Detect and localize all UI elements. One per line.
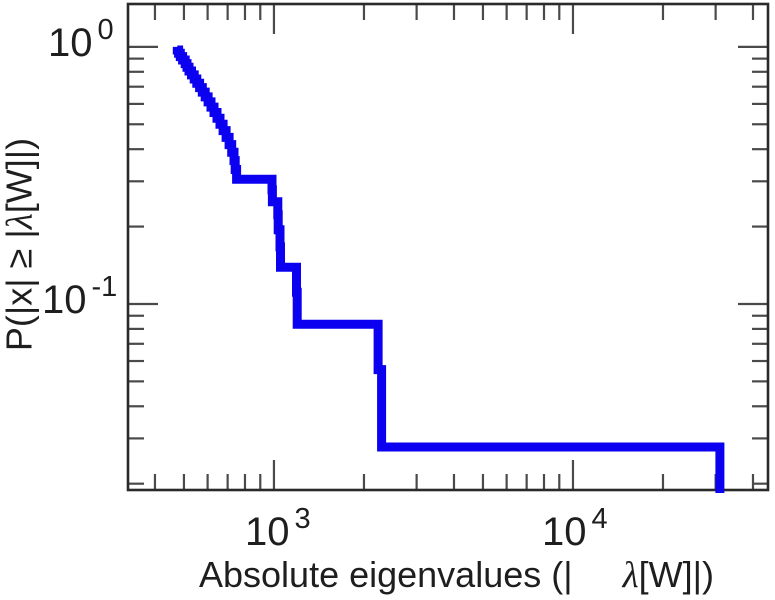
x-axis-label-text-end: [W]|) [638, 554, 714, 595]
x-tick-exponent: 3 [294, 503, 311, 535]
y-axis-label: P(|x| ≥ |λ[W]|) [0, 85, 41, 405]
y-tick-base: 10 [42, 278, 87, 322]
y-tick-exponent: 0 [97, 14, 114, 46]
lambda-symbol: λ [622, 555, 639, 596]
x-axis-label-text: Absolute eigenvalues (| [199, 554, 573, 595]
ccdf-step-curve [172, 45, 725, 493]
x-tick-base: 10 [245, 510, 290, 554]
x-tick-label-1e3: 10 3 [245, 505, 311, 554]
lambda-symbol: λ [0, 213, 41, 230]
plot-frame [126, 2, 770, 492]
x-tick-exponent: 4 [591, 503, 608, 535]
x-axis-label-gap [573, 556, 623, 595]
x-tick-label-1e4: 10 4 [542, 505, 608, 554]
y-tick-label-1e0: 10 0 [48, 16, 114, 65]
y-axis-label-text: P(|x| ≥ | [0, 229, 40, 352]
axis-ticks [128, 4, 768, 490]
x-tick-base: 10 [542, 510, 587, 554]
y-tick-label-1e-1: 10 -1 [42, 273, 117, 322]
y-axis-label-text-end: [W]|) [0, 137, 40, 214]
x-axis-label: Absolute eigenvalues (| λ[W]|) [199, 556, 714, 595]
y-tick-exponent: -1 [91, 271, 118, 303]
y-tick-base: 10 [48, 21, 93, 65]
